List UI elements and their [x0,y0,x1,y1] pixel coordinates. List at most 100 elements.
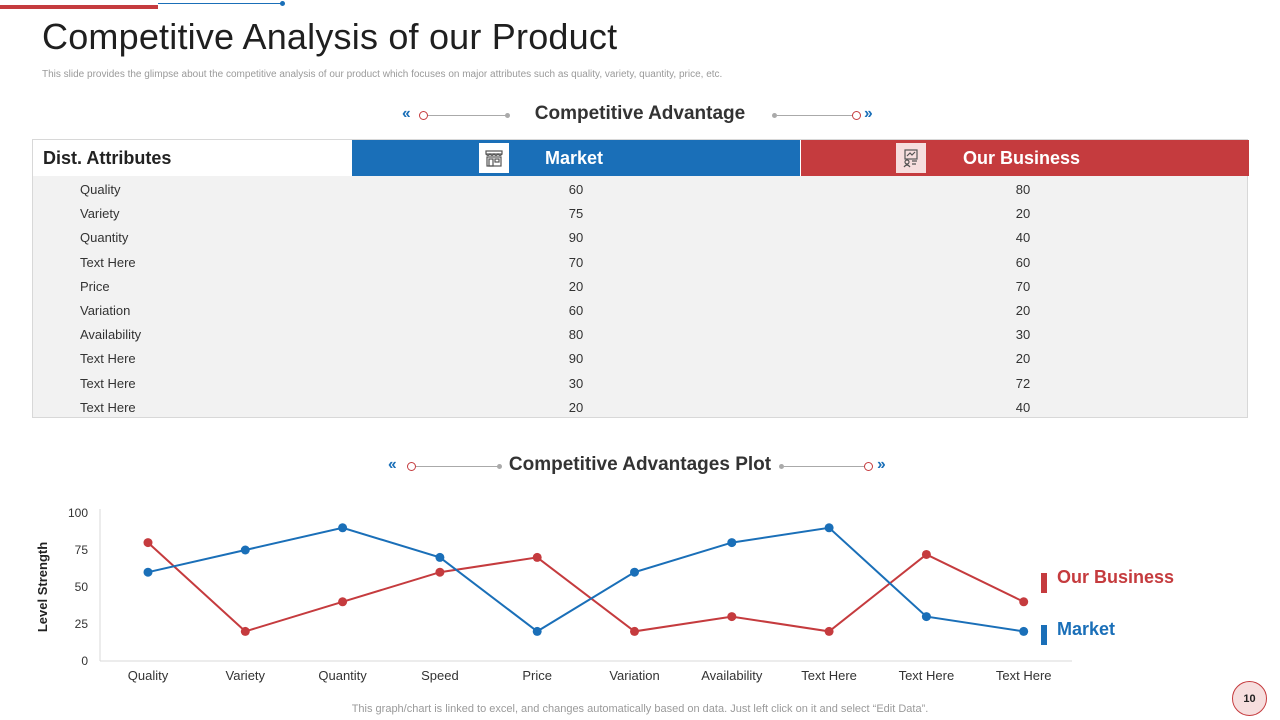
table-row: Quantity 90 40 [33,225,1247,249]
data-point-our-business [435,567,445,577]
y-tick-label: 50 [75,580,89,594]
data-point-our-business [338,597,348,607]
dot-marker [505,113,510,118]
dot-marker [497,464,502,469]
x-tick-label: Price [522,668,552,683]
slide-title: Competitive Analysis of our Product [42,16,618,57]
header-market: Market [352,140,800,176]
cell-our-business: 60 [1015,254,1031,270]
data-point-market [727,538,737,548]
footnote: This graph/chart is linked to excel, and… [351,703,929,715]
cell-market: 80 [568,327,584,343]
x-tick-label: Availability [701,668,763,683]
series-line-market [147,526,1024,633]
heading-decoration-left: ‹‹ [386,454,506,478]
heading-decoration-right: ›› [777,454,897,478]
table-row: Quality 60 80 [33,177,1247,201]
data-point-our-business [143,538,153,548]
heading-decoration-left: ‹‹ [400,103,520,127]
y-tick-label: 75 [75,543,89,557]
cell-our-business: 72 [1015,375,1031,391]
heading-line [416,466,498,467]
table-row: Text Here 30 72 [33,371,1247,395]
table-body: Quality 60 80 Variety 75 20 Quantity 90 40 Tex… [33,177,1247,419]
data-point-our-business [727,612,737,622]
data-point-market [338,523,348,533]
x-tick-label: Quantity [318,668,367,683]
x-tick-label: Text Here [801,668,857,683]
y-tick-label: 25 [75,617,89,631]
cell-attribute: Availability [80,327,142,343]
heading-decoration-right: ›› [770,103,890,127]
cell-our-business: 40 [1015,399,1031,415]
cell-our-business: 80 [1015,182,1031,197]
dot-marker [779,464,784,469]
data-point-our-business [824,626,834,636]
dot-marker [772,113,777,118]
cell-market: 75 [568,206,584,222]
header-our-business: Our Business [800,140,1249,176]
table-row: Availability 80 30 [33,322,1247,346]
table-row: Text Here 90 20 [33,346,1247,370]
chevron-right-icon: ›› [877,456,886,473]
cell-our-business: 30 [1015,327,1031,343]
data-point-market [435,552,445,562]
cell-our-business: 20 [1015,206,1031,222]
cell-attribute: Text Here [80,399,136,415]
cell-our-business: 20 [1015,351,1031,367]
cell-attribute: Variety [80,206,120,222]
data-point-our-business [1019,597,1029,607]
data-point-our-business [921,549,931,559]
data-point-market [1019,626,1029,636]
data-point-market [143,567,153,577]
ring-marker [864,462,873,471]
y-tick-label: 100 [68,506,88,520]
cell-attribute: Text Here [80,254,136,270]
top-accent-line-blue [158,3,282,4]
header-attributes: Dist. Attributes [33,140,352,176]
x-tick-label: Text Here [996,668,1052,683]
business-icon [896,143,926,173]
table-row: Variation 60 20 [33,298,1247,322]
data-point-market [824,523,834,533]
x-tick-label: Text Here [899,668,955,683]
table-row: Price 20 70 [33,274,1247,298]
series-line-our-business [147,541,1025,633]
ring-marker [852,111,861,120]
data-point-market [240,545,250,555]
y-axis-label: Level Strength [35,542,50,632]
table-section-heading: ‹‹ Competitive Advantage ›› [0,103,1280,127]
y-tick-label: 0 [81,654,88,668]
table-heading-label: Competitive Advantage [534,103,746,124]
cell-market: 70 [568,254,584,270]
chart-heading-label: Competitive Advantages Plot [508,454,772,475]
chart-section-heading: ‹‹ Competitive Advantages Plot ›› [0,454,1280,478]
cell-market: 90 [568,351,584,367]
cell-market: 60 [568,302,584,318]
data-point-our-business [240,626,250,636]
table-row: Text Here 20 40 [33,395,1247,419]
cell-market: 60 [568,182,584,197]
cell-our-business: 20 [1015,302,1031,318]
x-tick-label: Variety [226,668,266,683]
cell-our-business: 40 [1015,230,1031,246]
data-point-our-business [532,552,542,562]
cell-market: 20 [568,399,584,415]
legend-swatch-market [1041,625,1047,645]
cell-attribute: Text Here [80,351,136,367]
cell-market: 90 [568,230,584,246]
header-our-business-label: Our Business [963,148,1081,168]
ring-marker [407,462,416,471]
header-market-label: Market [545,148,604,168]
ring-marker [419,111,428,120]
cell-attribute: Text Here [80,375,136,391]
data-point-market [630,567,639,577]
attributes-table: Dist. Attributes Market [32,139,1249,419]
heading-line [777,115,853,116]
table-header: Dist. Attributes Market [33,140,1249,176]
table-row: Variety 75 20 [33,201,1247,225]
legend-swatch-our-business [1041,573,1047,593]
competitive-line-chart: 0 25 50 75 100 Level Strength Quality Variety Qu… [35,506,1174,683]
legend-label-market: Market [1057,619,1115,639]
data-point-market [532,626,542,636]
